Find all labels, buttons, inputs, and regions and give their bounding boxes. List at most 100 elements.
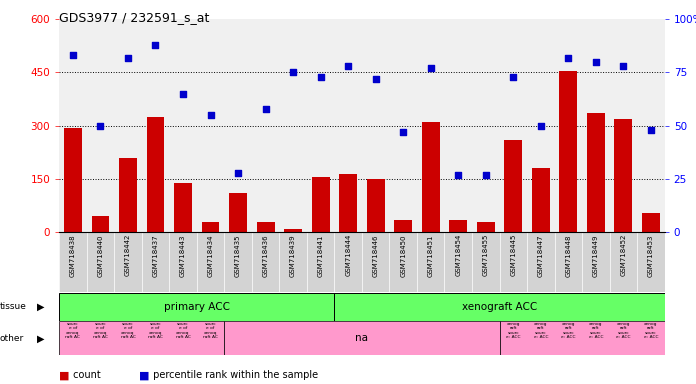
Bar	[312, 177, 330, 232]
Bar	[142, 232, 169, 292]
Bar	[252, 232, 279, 292]
Bar	[114, 232, 142, 292]
Bar	[560, 71, 577, 232]
Text: GSM718451: GSM718451	[428, 234, 434, 276]
Bar	[334, 293, 665, 321]
Bar	[615, 119, 633, 232]
Bar	[257, 222, 274, 232]
Bar	[59, 293, 334, 321]
Bar	[307, 232, 334, 292]
Bar	[169, 232, 197, 292]
Bar	[422, 122, 440, 232]
Text: GSM718454: GSM718454	[455, 234, 461, 276]
Bar	[610, 232, 637, 292]
Text: GSM718434: GSM718434	[207, 234, 214, 276]
Text: GSM718444: GSM718444	[345, 234, 351, 276]
Bar	[147, 117, 164, 232]
Text: ▶: ▶	[37, 333, 45, 343]
Text: percentile rank within the sample: percentile rank within the sample	[150, 370, 319, 380]
Text: xenog
raft
sourc
e: ACC: xenog raft sourc e: ACC	[506, 322, 521, 339]
Bar	[87, 232, 114, 292]
Point	[232, 170, 244, 176]
Bar	[59, 232, 87, 292]
Text: ■: ■	[59, 370, 70, 380]
Text: xenograft ACC: xenograft ACC	[462, 302, 537, 312]
Bar	[642, 213, 660, 232]
Bar	[224, 321, 500, 355]
Text: GSM718438: GSM718438	[70, 234, 76, 277]
Text: GSM718437: GSM718437	[152, 234, 159, 277]
Text: xenog
raft
sourc
e: ACC: xenog raft sourc e: ACC	[589, 322, 603, 339]
Bar	[119, 158, 137, 232]
Text: sourc
e of
xenoq
raft AC: sourc e of xenoq raft AC	[65, 322, 80, 339]
Point	[590, 59, 601, 65]
Bar	[637, 232, 665, 292]
Text: xenog
raft
sourc
e: ACC: xenog raft sourc e: ACC	[534, 322, 548, 339]
Bar	[477, 222, 495, 232]
Text: GSM718435: GSM718435	[235, 234, 241, 276]
Text: GSM718447: GSM718447	[538, 234, 544, 276]
Text: GSM718449: GSM718449	[593, 234, 599, 276]
Bar	[582, 232, 610, 292]
Text: GSM718436: GSM718436	[262, 234, 269, 277]
Point	[95, 123, 106, 129]
Text: sourc
e of
xenoq
raft AC: sourc e of xenoq raft AC	[175, 322, 191, 339]
Text: GSM718446: GSM718446	[372, 234, 379, 276]
Text: GSM718443: GSM718443	[180, 234, 186, 276]
Text: GSM718445: GSM718445	[510, 234, 516, 276]
Point	[342, 63, 354, 69]
Text: GSM718450: GSM718450	[400, 234, 406, 276]
Point	[287, 70, 299, 76]
Point	[618, 63, 629, 69]
Text: GSM718452: GSM718452	[620, 234, 626, 276]
Bar	[229, 193, 247, 232]
Bar	[532, 169, 550, 232]
Point	[452, 172, 464, 178]
Text: GSM718441: GSM718441	[317, 234, 324, 276]
Text: primary ACC: primary ACC	[164, 302, 230, 312]
Text: ■: ■	[139, 370, 150, 380]
Bar	[505, 140, 522, 232]
Text: sourc
e of
xenoq
raft AC: sourc e of xenoq raft AC	[148, 322, 163, 339]
Bar	[450, 220, 467, 232]
Point	[507, 74, 519, 80]
Bar	[334, 232, 362, 292]
Bar	[59, 321, 224, 355]
Text: tissue: tissue	[0, 302, 27, 311]
Point	[563, 55, 574, 61]
Bar	[367, 179, 385, 232]
Text: sourc
e of
xenoq
raft AC: sourc e of xenoq raft AC	[93, 322, 108, 339]
Point	[645, 127, 656, 133]
Text: GSM718442: GSM718442	[125, 234, 131, 276]
Text: GSM718448: GSM718448	[565, 234, 571, 276]
Bar	[394, 220, 412, 232]
Bar	[91, 216, 109, 232]
Bar	[417, 232, 445, 292]
Point	[205, 112, 216, 118]
Text: GSM718440: GSM718440	[97, 234, 104, 276]
Bar	[445, 232, 472, 292]
Text: GSM718453: GSM718453	[648, 234, 654, 276]
Text: GSM718455: GSM718455	[483, 234, 489, 276]
Text: xenog
raft
sourc
e: ACC: xenog raft sourc e: ACC	[644, 322, 658, 339]
Bar	[197, 232, 224, 292]
Point	[150, 42, 161, 48]
Text: na: na	[356, 333, 368, 343]
Bar	[390, 232, 417, 292]
Bar	[224, 232, 252, 292]
Bar	[362, 232, 390, 292]
Text: count: count	[70, 370, 101, 380]
Bar	[284, 229, 302, 232]
Bar	[555, 232, 582, 292]
Bar	[472, 232, 500, 292]
Text: GSM718439: GSM718439	[290, 234, 296, 277]
Point	[122, 55, 134, 61]
Point	[480, 172, 491, 178]
Text: xenog
raft
sourc
e: ACC: xenog raft sourc e: ACC	[616, 322, 631, 339]
Text: sourc
e of
xenoq
raft AC: sourc e of xenoq raft AC	[120, 322, 136, 339]
Bar	[339, 174, 357, 232]
Point	[68, 52, 79, 58]
Bar	[500, 232, 527, 292]
Text: sourc
e of
xenoq
raft AC: sourc e of xenoq raft AC	[203, 322, 218, 339]
Point	[397, 129, 409, 135]
